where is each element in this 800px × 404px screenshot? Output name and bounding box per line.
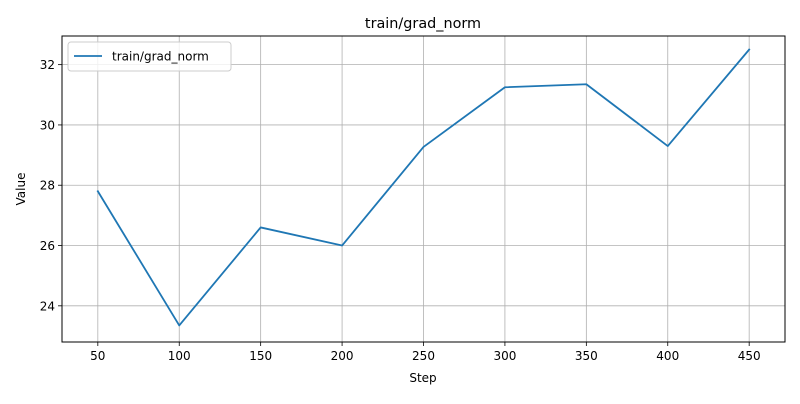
series-group (96, 48, 751, 327)
x-tick-label: 350 (575, 349, 598, 363)
x-tick-label: 100 (168, 349, 191, 363)
x-axis: 50 100 150 200 250 300 350 400 450 (90, 342, 761, 363)
y-axis-label: Value (14, 173, 28, 206)
series-line (96, 48, 751, 327)
x-tick-label: 250 (412, 349, 435, 363)
legend-label: train/grad_norm (112, 50, 209, 64)
y-tick-label: 24 (40, 299, 55, 313)
x-tick-label: 200 (331, 349, 354, 363)
chart-title: train/grad_norm (365, 16, 481, 32)
y-tick-label: 28 (40, 179, 55, 193)
legend-box (67, 41, 232, 72)
x-tick-label: 400 (656, 349, 679, 363)
x-tick-label: 300 (493, 349, 516, 363)
grid (62, 36, 785, 342)
y-tick-label: 26 (40, 239, 55, 253)
x-tick-label: 50 (90, 349, 105, 363)
x-axis-label: Step (409, 371, 436, 385)
legend: train/grad_norm (67, 41, 232, 72)
y-tick-label: 30 (40, 118, 55, 132)
y-tick-label: 32 (40, 58, 55, 72)
y-axis: 24 26 28 30 32 (40, 58, 62, 313)
x-tick-label: 450 (738, 349, 761, 363)
x-tick-label: 150 (249, 349, 272, 363)
